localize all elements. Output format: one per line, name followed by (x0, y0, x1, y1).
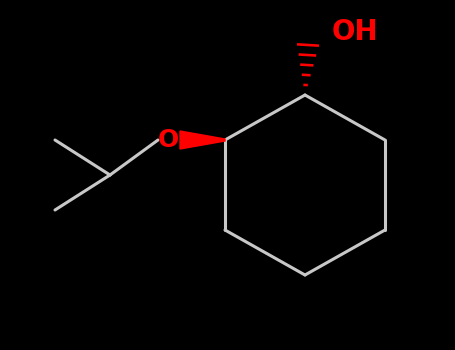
Polygon shape (180, 131, 225, 149)
Text: OH: OH (332, 18, 378, 46)
Text: O: O (157, 128, 179, 152)
